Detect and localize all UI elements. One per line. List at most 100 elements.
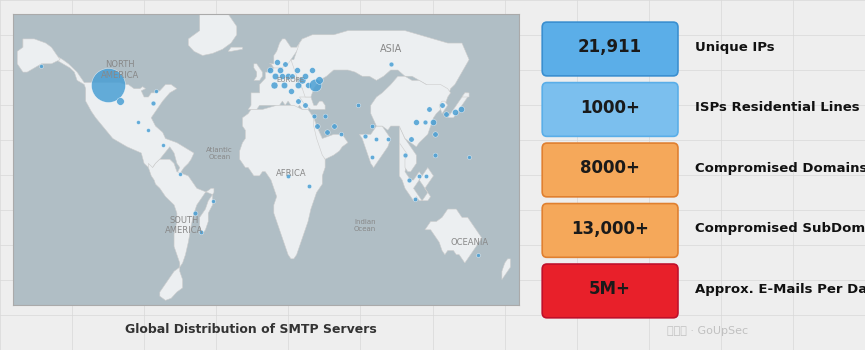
Point bbox=[409, 119, 423, 125]
Point bbox=[268, 74, 282, 79]
FancyBboxPatch shape bbox=[542, 264, 678, 318]
Text: Unique IPs: Unique IPs bbox=[695, 41, 775, 54]
Text: Compromised SubDomains: Compromised SubDomains bbox=[695, 222, 865, 235]
Text: AFRICA: AFRICA bbox=[276, 169, 306, 178]
Point bbox=[189, 210, 202, 216]
Point bbox=[272, 67, 286, 73]
Point bbox=[351, 103, 365, 108]
Point bbox=[301, 82, 315, 88]
Point bbox=[404, 136, 418, 141]
Point bbox=[428, 152, 442, 158]
Polygon shape bbox=[23, 39, 194, 174]
Point bbox=[275, 74, 289, 79]
Point bbox=[365, 154, 379, 160]
Point bbox=[413, 173, 426, 178]
Polygon shape bbox=[400, 126, 416, 172]
Point bbox=[281, 173, 295, 178]
Point bbox=[296, 78, 310, 83]
Point bbox=[462, 154, 476, 160]
Polygon shape bbox=[270, 39, 305, 68]
Text: 1000+: 1000+ bbox=[580, 99, 640, 117]
Point bbox=[327, 123, 341, 129]
Point bbox=[145, 100, 159, 106]
Point bbox=[384, 61, 398, 66]
FancyBboxPatch shape bbox=[542, 83, 678, 136]
Point bbox=[408, 196, 422, 202]
Point bbox=[156, 142, 170, 148]
Point bbox=[308, 82, 322, 88]
Polygon shape bbox=[462, 93, 469, 97]
Text: 8000+: 8000+ bbox=[580, 159, 640, 177]
Point bbox=[402, 177, 416, 183]
Polygon shape bbox=[149, 159, 214, 300]
Polygon shape bbox=[291, 30, 469, 97]
Point bbox=[334, 132, 348, 137]
Text: 公众号 · GoUpSec: 公众号 · GoUpSec bbox=[667, 326, 748, 336]
FancyBboxPatch shape bbox=[542, 143, 678, 197]
Polygon shape bbox=[359, 126, 391, 168]
Point bbox=[101, 82, 115, 88]
Point bbox=[439, 111, 453, 117]
Point bbox=[277, 82, 291, 88]
Point bbox=[398, 152, 412, 158]
Point bbox=[305, 67, 319, 73]
Point bbox=[279, 61, 292, 66]
Point bbox=[428, 132, 442, 137]
Polygon shape bbox=[17, 39, 60, 72]
Point bbox=[113, 98, 127, 104]
Point bbox=[173, 171, 187, 177]
Text: Global Distribution of SMTP Servers: Global Distribution of SMTP Servers bbox=[125, 323, 377, 336]
Point bbox=[369, 136, 383, 141]
Point bbox=[358, 134, 372, 139]
FancyBboxPatch shape bbox=[542, 204, 678, 257]
Point bbox=[149, 88, 163, 93]
Point bbox=[292, 82, 305, 88]
Text: SOUTH
AMERICA: SOUTH AMERICA bbox=[165, 216, 203, 235]
Polygon shape bbox=[448, 93, 468, 118]
Point bbox=[310, 123, 324, 129]
Text: 21,911: 21,911 bbox=[578, 38, 642, 56]
Point bbox=[285, 74, 299, 79]
Polygon shape bbox=[240, 105, 325, 259]
Text: Atlantic
Ocean: Atlantic Ocean bbox=[206, 147, 233, 160]
Text: NORTH
AMERICA: NORTH AMERICA bbox=[100, 60, 139, 80]
Point bbox=[142, 127, 156, 133]
Point bbox=[365, 123, 379, 129]
Text: Compromised Domains: Compromised Domains bbox=[695, 162, 865, 175]
Text: Approx. E-Mails Per Day: Approx. E-Mails Per Day bbox=[695, 283, 865, 296]
Point bbox=[312, 78, 326, 83]
Polygon shape bbox=[314, 118, 348, 159]
Polygon shape bbox=[502, 259, 510, 280]
Polygon shape bbox=[253, 64, 262, 80]
Point bbox=[206, 198, 220, 204]
Point bbox=[35, 63, 48, 69]
Text: OCEANIA: OCEANIA bbox=[450, 238, 488, 247]
Polygon shape bbox=[248, 56, 311, 110]
Point bbox=[307, 113, 321, 118]
Polygon shape bbox=[299, 97, 325, 110]
Point bbox=[471, 252, 484, 258]
Text: EUROPE: EUROPE bbox=[277, 77, 305, 83]
Point bbox=[298, 103, 312, 108]
Text: 13,000+: 13,000+ bbox=[571, 220, 649, 238]
Point bbox=[298, 74, 312, 79]
Point bbox=[381, 136, 394, 141]
Text: ISPs Residential Lines: ISPs Residential Lines bbox=[695, 101, 860, 114]
Point bbox=[426, 119, 440, 125]
Point bbox=[281, 74, 295, 79]
FancyBboxPatch shape bbox=[542, 22, 678, 76]
Point bbox=[267, 82, 281, 88]
Point bbox=[448, 109, 462, 114]
Point bbox=[195, 229, 208, 234]
Point bbox=[131, 119, 145, 125]
Point bbox=[318, 113, 332, 118]
Point bbox=[320, 130, 334, 135]
Point bbox=[284, 88, 298, 93]
Polygon shape bbox=[439, 101, 448, 114]
Point bbox=[422, 107, 436, 112]
Point bbox=[453, 107, 467, 112]
Point bbox=[418, 119, 432, 125]
Polygon shape bbox=[425, 209, 482, 263]
Polygon shape bbox=[189, 12, 237, 56]
Point bbox=[420, 173, 433, 178]
